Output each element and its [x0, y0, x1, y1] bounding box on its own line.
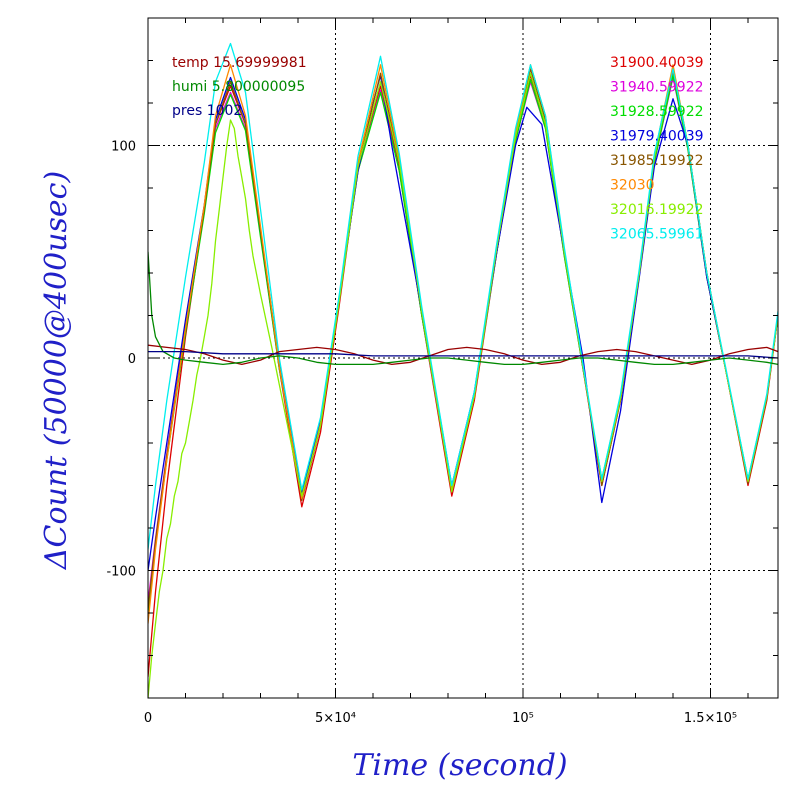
legend-entry: 31979.40039 [610, 129, 704, 145]
data-series [148, 42, 778, 698]
y-tick-label: 0 [128, 352, 136, 367]
legend-entry: 31985.19922 [610, 153, 704, 169]
grid-lines [148, 18, 778, 698]
x-tick-label: 0 [144, 711, 152, 726]
legend: temp 15.69999981 humi 5.800000095 pres 100… [172, 55, 704, 243]
legend-entry: 32065.59961 [610, 227, 704, 243]
series-line [148, 42, 778, 550]
axis-ticks: 0 5×10⁴ 10⁵ 1.5×10⁵ 100 0 -100 [106, 17, 778, 726]
legend-entry: 32016.19922 [610, 202, 704, 218]
legend-entry: humi 5.800000095 [172, 79, 305, 95]
legend-entry: 31900.40039 [610, 55, 704, 71]
legend-entry: temp 15.69999981 [172, 55, 307, 71]
series-line [148, 350, 778, 359]
series-line [148, 344, 778, 366]
y-tick-label: 100 [111, 140, 136, 155]
y-axis-title: ΔCount (50000@400usec) [39, 171, 74, 570]
legend-entry: 31928.59922 [610, 104, 704, 120]
y-tick-label: -100 [106, 565, 136, 580]
series-line [148, 68, 778, 698]
x-tick-label: 5×10⁴ [315, 711, 356, 726]
legend-entry: 31940.59922 [610, 80, 704, 96]
legend-entry: 32030 [610, 178, 655, 194]
x-tick-label: 1.5×10⁵ [684, 711, 737, 726]
x-tick-label: 10⁵ [512, 711, 534, 726]
legend-entry: pres 1002 [172, 103, 242, 119]
series-line [148, 251, 778, 366]
x-axis-title: Time (second) [352, 748, 567, 783]
